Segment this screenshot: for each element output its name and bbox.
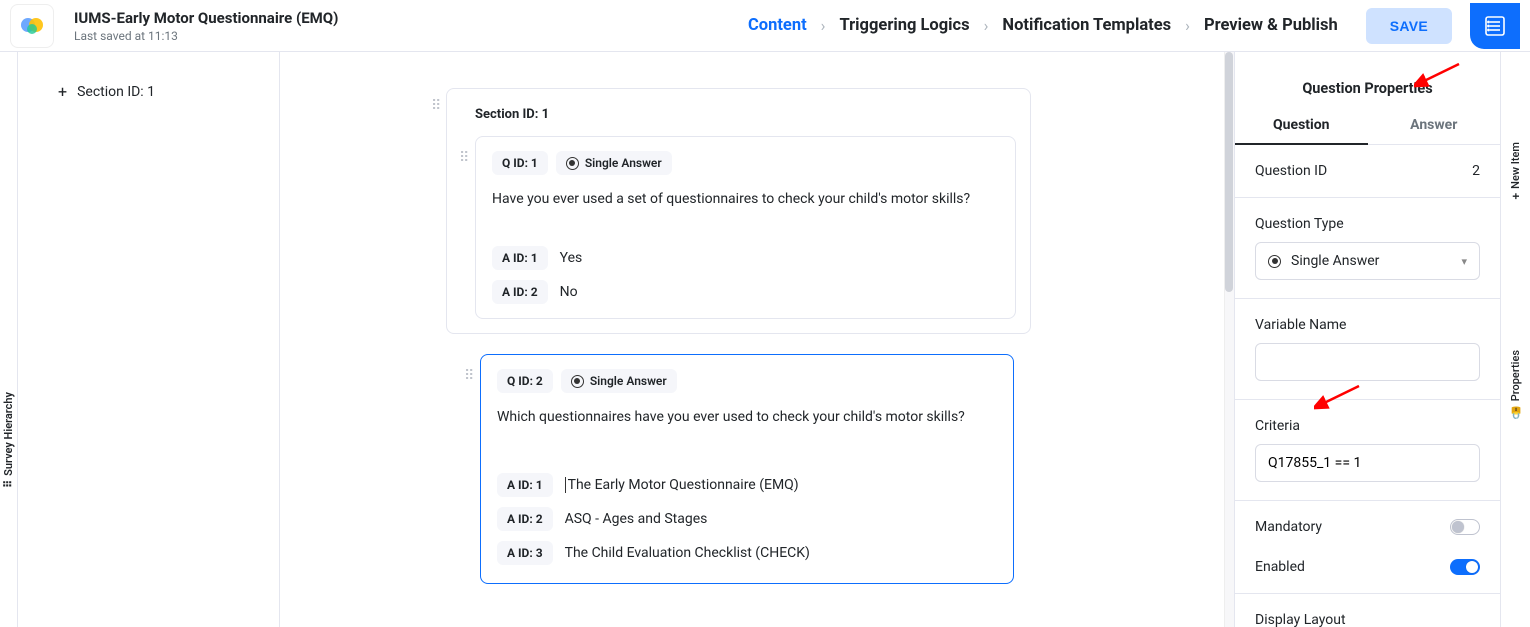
hierarchy-icon: ⠿	[2, 479, 15, 487]
chevron-down-icon: ▾	[1461, 255, 1467, 268]
properties-tabs: Question Answer	[1235, 109, 1500, 145]
new-item-tab[interactable]: + New Item	[1509, 142, 1523, 200]
section-card[interactable]: ⠿ Section ID: 1 ⠿ Q ID: 1 Single Answer …	[446, 88, 1031, 334]
question-type-select[interactable]: Single Answer ▾	[1255, 242, 1480, 280]
tab-answer[interactable]: Answer	[1368, 109, 1501, 145]
expand-icon[interactable]: +	[58, 84, 67, 100]
page-title: IUMS-Early Motor Questionnaire (EMQ)	[74, 9, 338, 27]
drag-handle-icon[interactable]: ⠿	[459, 151, 469, 165]
answer-id-badge: A ID: 2	[497, 507, 553, 531]
qid-value: 2	[1472, 163, 1480, 179]
lock-icon: 🔒	[1509, 405, 1523, 420]
question-id-badge: Q ID: 1	[492, 151, 548, 175]
question-text[interactable]: Which questionnaires have you ever used …	[497, 407, 997, 435]
title-block: IUMS-Early Motor Questionnaire (EMQ) Las…	[74, 9, 338, 43]
panel-toggle-button[interactable]	[1470, 3, 1520, 49]
answer-text[interactable]: Yes	[560, 250, 583, 266]
drag-handle-icon[interactable]: ⠿	[431, 99, 441, 113]
display-label: Display Layout	[1255, 612, 1480, 627]
qid-label: Question ID	[1255, 163, 1327, 179]
wizard-steps: Content › Triggering Logics › Notificati…	[742, 16, 1344, 35]
answer-row[interactable]: A ID: 1 The Early Motor Questionnaire (E…	[497, 473, 997, 497]
chevron-right-icon: ›	[821, 16, 826, 35]
canvas: ⠿ Section ID: 1 ⠿ Q ID: 1 Single Answer …	[280, 52, 1234, 627]
question-type-label: Single Answer	[590, 374, 667, 388]
answer-row[interactable]: A ID: 2 No	[492, 280, 999, 304]
left-rail: ⠿ Survey Hierarchy	[0, 52, 18, 627]
section-node-label: Section ID: 1	[77, 84, 155, 100]
question-id-badge: Q ID: 2	[497, 369, 553, 393]
properties-title: Question Properties	[1235, 52, 1500, 109]
question-type-badge: Single Answer	[561, 369, 677, 393]
question-type-badge: Single Answer	[556, 151, 672, 175]
qtype-label: Question Type	[1255, 216, 1480, 232]
properties-tab[interactable]: 🔒 Properties	[1509, 350, 1523, 420]
header-bar: IUMS-Early Motor Questionnaire (EMQ) Las…	[0, 0, 1530, 52]
step-preview[interactable]: Preview & Publish	[1198, 16, 1344, 35]
prop-criteria: Criteria	[1235, 400, 1500, 501]
prop-toggles: Mandatory Enabled	[1235, 501, 1500, 594]
plus-icon: +	[1509, 193, 1523, 200]
answer-row[interactable]: A ID: 3 The Child Evaluation Checklist (…	[497, 541, 997, 565]
answer-row[interactable]: A ID: 1 Yes	[492, 246, 999, 270]
criteria-label: Criteria	[1255, 418, 1480, 434]
question-type-label: Single Answer	[585, 156, 662, 170]
answer-row[interactable]: A ID: 2 ASQ - Ages and Stages	[497, 507, 997, 531]
brain-icon	[19, 13, 45, 39]
answer-text[interactable]: The Early Motor Questionnaire (EMQ)	[565, 477, 799, 493]
step-content[interactable]: Content	[742, 16, 813, 35]
answer-id-badge: A ID: 1	[497, 473, 553, 497]
enabled-label: Enabled	[1255, 559, 1305, 575]
answer-id-badge: A ID: 1	[492, 246, 548, 270]
section-node[interactable]: + Section ID: 1	[58, 84, 279, 100]
step-triggering[interactable]: Triggering Logics	[833, 16, 975, 35]
properties-panel: Question Properties Question Answer Ques…	[1234, 52, 1500, 627]
chevron-right-icon: ›	[984, 16, 989, 35]
new-item-label: New Item	[1509, 142, 1522, 189]
app-logo[interactable]	[10, 4, 54, 48]
mandatory-label: Mandatory	[1255, 519, 1322, 535]
right-rail: + New Item 🔒 Properties	[1500, 52, 1530, 627]
mandatory-toggle[interactable]	[1450, 519, 1480, 535]
question-card-1[interactable]: ⠿ Q ID: 1 Single Answer Have you ever us…	[475, 136, 1016, 319]
drag-handle-icon[interactable]: ⠿	[464, 369, 474, 383]
answer-id-badge: A ID: 2	[492, 280, 548, 304]
hierarchy-pane: + Section ID: 1	[18, 52, 280, 627]
answer-text[interactable]: No	[560, 284, 578, 300]
question-card-2[interactable]: ⠿ Q ID: 2 Single Answer Which questionna…	[480, 354, 1014, 584]
properties-label: Properties	[1509, 350, 1522, 401]
prop-display-layout: Display Layout Radio Button ▾	[1235, 594, 1500, 627]
chevron-right-icon: ›	[1185, 16, 1190, 35]
scrollbar-thumb[interactable]	[1225, 52, 1233, 292]
save-button[interactable]: SAVE	[1366, 8, 1452, 44]
radio-icon	[571, 375, 584, 388]
step-notification[interactable]: Notification Templates	[996, 16, 1177, 35]
survey-hierarchy-label: Survey Hierarchy	[2, 392, 15, 476]
prop-question-id: Question ID 2	[1235, 145, 1500, 198]
criteria-input[interactable]	[1255, 444, 1480, 482]
scrollbar[interactable]	[1224, 52, 1234, 627]
prop-variable-name: Variable Name	[1235, 299, 1500, 400]
answer-id-badge: A ID: 3	[497, 541, 553, 565]
question-text[interactable]: Have you ever used a set of questionnair…	[492, 189, 999, 217]
radio-icon	[1268, 255, 1281, 268]
tab-question[interactable]: Question	[1235, 109, 1368, 145]
prop-question-type: Question Type Single Answer ▾	[1235, 198, 1500, 299]
survey-hierarchy-tab[interactable]: ⠿ Survey Hierarchy	[2, 392, 15, 488]
answer-text[interactable]: The Child Evaluation Checklist (CHECK)	[565, 545, 810, 561]
last-saved: Last saved at 11:13	[74, 29, 338, 43]
radio-icon	[566, 157, 579, 170]
list-icon	[1484, 15, 1506, 37]
enabled-toggle[interactable]	[1450, 559, 1480, 575]
section-header: Section ID: 1	[447, 89, 1030, 130]
varname-label: Variable Name	[1255, 317, 1480, 333]
variable-name-input[interactable]	[1255, 343, 1480, 381]
question-type-value: Single Answer	[1291, 253, 1379, 269]
text-caret	[565, 477, 566, 493]
answer-text[interactable]: ASQ - Ages and Stages	[565, 511, 708, 527]
